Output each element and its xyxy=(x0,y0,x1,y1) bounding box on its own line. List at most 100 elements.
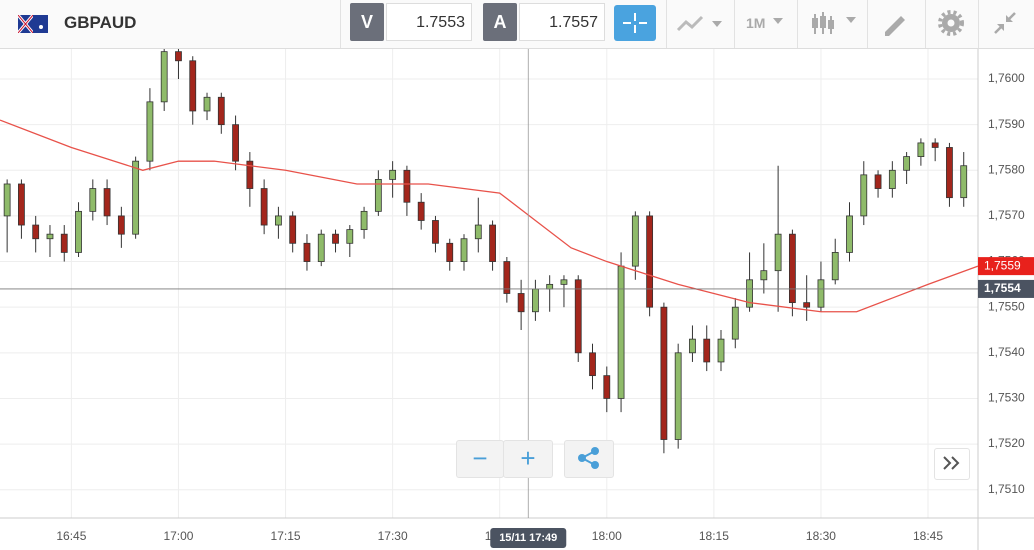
bid-button[interactable]: V xyxy=(350,3,384,41)
x-tick-label: 18:30 xyxy=(806,529,836,543)
candle-body xyxy=(117,215,125,235)
candle-body xyxy=(646,215,654,308)
candle-body xyxy=(703,338,711,363)
candle-body xyxy=(546,283,554,290)
candle-body xyxy=(160,51,168,103)
share-button[interactable] xyxy=(564,440,614,478)
candle-body xyxy=(689,338,696,354)
x-tick-label: 16:45 xyxy=(56,529,86,543)
crosshair-tag xyxy=(490,528,567,548)
candle-body xyxy=(774,233,782,272)
candle-body xyxy=(731,306,739,340)
candle-body xyxy=(417,201,425,221)
collapse-button[interactable] xyxy=(992,12,1018,36)
candle-body xyxy=(888,169,896,189)
candle-style-button[interactable] xyxy=(810,10,860,38)
candle-body xyxy=(746,279,753,308)
chart-type-button[interactable] xyxy=(676,12,726,36)
y-tick-label: 1,7510 xyxy=(988,482,1025,496)
symbol[interactable]: GBPAUD xyxy=(64,13,137,32)
separator xyxy=(734,0,735,48)
candle-body xyxy=(660,306,668,440)
dropdown-icon xyxy=(773,18,783,24)
candle-body xyxy=(60,233,68,253)
y-tick-label: 1,7580 xyxy=(988,162,1025,176)
draw-button[interactable] xyxy=(882,12,910,36)
y-tick-label: 1,7600 xyxy=(988,71,1025,85)
moving-average-line xyxy=(0,119,979,313)
bid-price: 1.7553 xyxy=(386,3,472,41)
zoom-in-button[interactable]: + xyxy=(503,440,553,478)
candle-body xyxy=(303,242,311,262)
candle-body xyxy=(246,160,254,189)
y-tick-label: 1,7520 xyxy=(988,436,1025,450)
y-tick-label: 1,7530 xyxy=(988,391,1025,405)
candle-body xyxy=(631,215,639,267)
separator xyxy=(978,0,979,48)
last-price-label: 1,7554 xyxy=(984,281,1021,295)
x-tick-label: 18:00 xyxy=(592,529,622,543)
separator xyxy=(797,0,798,48)
candle-body xyxy=(617,265,625,399)
candle-body xyxy=(46,233,54,240)
candle-body xyxy=(532,288,539,313)
candle-body xyxy=(503,261,511,294)
y-tick-label: 1,7590 xyxy=(988,117,1025,131)
separator xyxy=(925,0,926,48)
crosshair-button[interactable] xyxy=(614,5,656,41)
candle-body xyxy=(432,220,439,244)
candle-body xyxy=(474,224,482,240)
candle-body xyxy=(574,279,582,354)
candle-body xyxy=(489,224,496,262)
x-tick-label: 18:15 xyxy=(699,529,729,543)
candle-body xyxy=(589,352,596,377)
candle-body xyxy=(389,169,397,180)
candle-body xyxy=(446,242,454,262)
candle-body xyxy=(360,210,368,231)
candle-body xyxy=(3,183,11,217)
candle-body xyxy=(831,252,839,281)
ma-price-label: 1,7559 xyxy=(984,258,1021,272)
timeframe-button[interactable]: 1M xyxy=(746,15,766,31)
candle-body xyxy=(517,293,525,313)
ask-price: 1.7557 xyxy=(519,3,605,41)
ma-price-tag xyxy=(978,257,1034,276)
candle-body xyxy=(289,215,297,244)
candle-body xyxy=(75,210,82,253)
x-tick-label: 18:45 xyxy=(913,529,943,543)
crosshair-label: 15/11 17:49 xyxy=(499,532,557,544)
separator xyxy=(340,0,341,48)
last-price-tag xyxy=(978,279,1034,298)
candle-body xyxy=(132,160,140,235)
candle-body xyxy=(317,233,325,262)
separator xyxy=(867,0,868,48)
candle-body xyxy=(874,174,882,189)
x-tick-label: 17:30 xyxy=(378,529,408,543)
candle-body xyxy=(460,238,468,262)
candle-body xyxy=(960,165,968,199)
candle-body xyxy=(189,60,197,112)
candle-body xyxy=(603,375,611,399)
candle-body xyxy=(18,183,25,226)
zoom-out-button[interactable]: − xyxy=(456,440,504,478)
ask-button[interactable]: A xyxy=(483,3,517,41)
candle-body xyxy=(931,142,939,148)
candle-body xyxy=(103,188,111,217)
candle-body xyxy=(760,270,768,281)
y-tick-label: 1,7550 xyxy=(988,299,1025,313)
candle-body xyxy=(232,124,239,162)
candle-body xyxy=(860,174,868,217)
candle-body xyxy=(32,224,40,240)
candle-body xyxy=(175,51,182,62)
scroll-right-button[interactable] xyxy=(934,448,970,480)
y-tick-label: 1,7540 xyxy=(988,345,1025,359)
candle-body xyxy=(560,279,568,285)
candle-body xyxy=(275,215,282,226)
candle-body xyxy=(146,101,154,162)
candle-body xyxy=(788,233,796,304)
candle-body xyxy=(203,96,211,112)
candle-body xyxy=(89,188,97,212)
settings-button[interactable] xyxy=(938,10,964,36)
